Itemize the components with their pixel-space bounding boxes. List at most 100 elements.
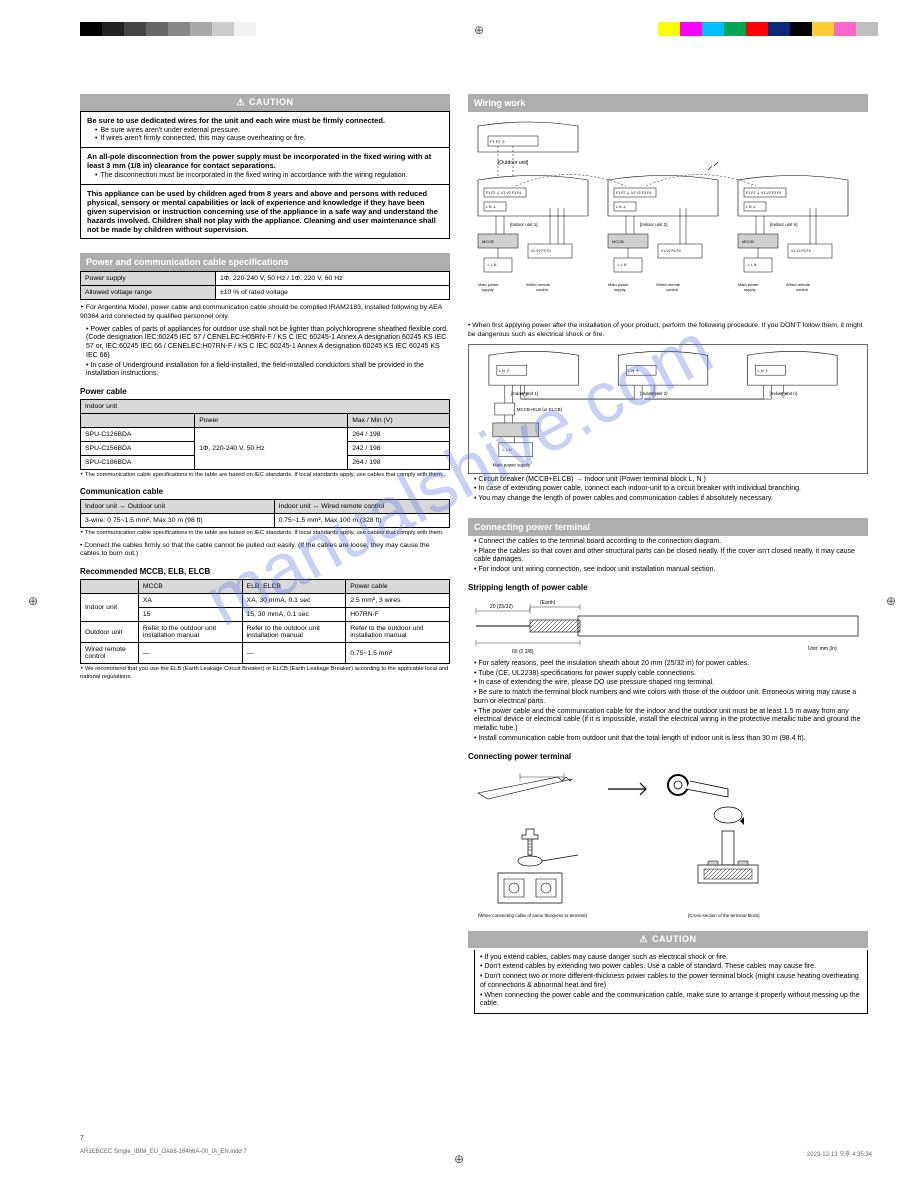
svg-text:control: control <box>666 287 678 292</box>
svg-text:[Cross-section of the terminal: [Cross-section of the terminal block] <box>688 913 760 918</box>
subhead: Connecting power terminal <box>468 752 868 761</box>
cell: XA <box>138 594 242 608</box>
swatch <box>812 22 834 36</box>
svg-text:L N ⏚: L N ⏚ <box>758 368 769 373</box>
svg-text:60 (2 3/8): 60 (2 3/8) <box>512 649 534 655</box>
warn-title: Be sure to use dedicated wires for the u… <box>87 116 443 125</box>
cell: ELB, ELCB <box>242 580 346 594</box>
warn-row: Be sure to use dedicated wires for the u… <box>81 112 449 148</box>
svg-text:V1 V2 F3 F4: V1 V2 F3 F4 <box>791 249 811 253</box>
svg-text:⚠ L N: ⚠ L N <box>502 447 512 451</box>
svg-text:MCCB: MCCB <box>742 239 754 244</box>
svg-text:[Indoor unit 2]: [Indoor unit 2] <box>640 391 667 396</box>
swatch <box>212 22 234 36</box>
warning-box: Be sure to use dedicated wires for the u… <box>80 111 450 239</box>
cell <box>81 414 195 428</box>
swatch <box>790 22 812 36</box>
reg-crosshair-icon: ⊕ <box>474 23 484 37</box>
crimp-diagram: [When connecting cable of same thickness… <box>468 769 868 919</box>
cell: 15, 30 mmA, 0.1 sec <box>242 608 346 622</box>
spec-bullet: • Power cables of parts of appliances fo… <box>86 326 450 361</box>
note: ‣ For Argentina Model, power cable and c… <box>80 304 450 322</box>
footer-timestamp: 2023-12-13 오후 4:35:34 <box>807 1149 872 1158</box>
caution-text: CAUTION <box>249 97 294 107</box>
cell: — <box>242 643 346 664</box>
registration-top: ⊕ <box>80 22 878 40</box>
caution-text: CAUTION <box>652 934 697 944</box>
warning-icon: ⚠ <box>236 97 245 108</box>
spec-bullet: • In case of Underground installation fo… <box>86 362 450 380</box>
swatch <box>102 22 124 36</box>
cell: Allowed voltage range <box>81 286 216 300</box>
swatch <box>724 22 746 36</box>
cell: Indoor unit <box>81 400 450 414</box>
cell: 3-wire: 0.75~1.5 mm², Max 30 m (98 ft) <box>81 514 275 528</box>
power-cable-table: Indoor unit Power Max / Min (V) SPU-C126… <box>80 399 450 470</box>
svg-text:[When connecting cable of same: [When connecting cable of same thickness… <box>478 913 587 918</box>
svg-text:[Indoor unit 1]: [Indoor unit 1] <box>510 222 538 227</box>
swatch <box>746 22 768 36</box>
section-heading: Power and communication cable specificat… <box>80 253 450 271</box>
caution-banner: ⚠ CAUTION <box>80 94 450 111</box>
svg-text:V1 V2 F3 F4: V1 V2 F3 F4 <box>531 249 551 253</box>
svg-text:(Earth): (Earth) <box>540 600 556 606</box>
svg-text:L N ⏚: L N ⏚ <box>746 204 756 209</box>
cell: 242 / 198 <box>348 442 450 456</box>
swatch <box>768 22 790 36</box>
reg-crosshair-icon: ⊕ <box>886 594 896 608</box>
wiring-diagram-main: F1 F2 ⏚ F1 F2 ⏚ V1 V2 F3 F4 L N ⏚ F1 F2 … <box>468 118 868 318</box>
caution-line: • When connecting the power cable and th… <box>480 992 862 1010</box>
strip-note: • For safety reasons, peel the insulatio… <box>474 660 749 669</box>
cell: MCCB <box>138 580 242 594</box>
mccb-table: MCCB ELB, ELCB Power cable Indoor unit X… <box>80 579 450 664</box>
cell: Refer to the outdoor unit installation m… <box>242 622 346 643</box>
subhead: Communication cable <box>80 487 450 496</box>
swatch <box>168 22 190 36</box>
connect-intro: • Place the cables so that cover and oth… <box>474 548 868 566</box>
wiring-diagram-power-branch: L N ⏚ L N ⏚ L N ⏚ [Indoor unit 1] [Indoo… <box>468 344 868 474</box>
svg-text:supply: supply <box>744 287 756 292</box>
footnote: ‣ The communication cable specifications… <box>80 472 450 479</box>
reg-crosshair-icon: ⊕ <box>454 1152 464 1166</box>
cell: Indoor unit ↔ Outdoor unit <box>81 500 275 514</box>
svg-text:F1 F2 ⏚ V1 V2 F3 F4: F1 F2 ⏚ V1 V2 F3 F4 <box>746 190 781 195</box>
svg-text:L N ⏚: L N ⏚ <box>499 368 510 373</box>
footer-file: AR1EBCEC Single_IBIM_EU_OA68-16466A-00_I… <box>80 1149 247 1158</box>
svg-text:Main power supply: Main power supply <box>493 462 531 467</box>
warn-title: This appliance can be used by children a… <box>87 189 443 234</box>
cell: 0.75~1.5 mm² <box>346 643 450 664</box>
warn-title: An all-pole disconnection from the power… <box>87 152 443 170</box>
cell: Indoor unit <box>81 594 139 622</box>
swatch <box>190 22 212 36</box>
svg-text:L N ⏚: L N ⏚ <box>628 368 639 373</box>
cell: Wired remote control <box>81 643 139 664</box>
cell: 1Φ, 220-240 V, 50 Hz <box>195 428 348 470</box>
svg-text:⚠ L N: ⚠ L N <box>617 263 627 267</box>
svg-text:20 (25/32): 20 (25/32) <box>490 604 513 610</box>
cell: Indoor unit ↔ Wired remote control <box>274 500 449 514</box>
cell: ±10 % of rated voltage <box>215 286 449 300</box>
svg-text:[Indoor unit 1]: [Indoor unit 1] <box>511 391 538 396</box>
svg-text:F1 F2 ⏚ V1 V2 F3 F4: F1 F2 ⏚ V1 V2 F3 F4 <box>616 190 651 195</box>
svg-text:V1 V2 F3 F4: V1 V2 F3 F4 <box>661 249 681 253</box>
swatch <box>680 22 702 36</box>
warn-bullet: Be sure wires aren't under external pres… <box>100 127 239 134</box>
cell: — <box>138 643 242 664</box>
svg-text:[Indoor unit n]: [Indoor unit n] <box>770 222 798 227</box>
swatch <box>80 22 102 36</box>
cell: Outdoor unit <box>81 622 139 643</box>
svg-text:Unit: mm (in): Unit: mm (in) <box>808 646 837 652</box>
svg-text:L N ⏚: L N ⏚ <box>616 204 626 209</box>
swatch <box>834 22 856 36</box>
cell: 2.5 mm², 3 wires <box>346 594 450 608</box>
warn-row: This appliance can be used by children a… <box>81 185 449 238</box>
connect-intro: • For indoor unit wiring connection, see… <box>474 566 715 575</box>
strip-note: • Tube (CE, UL2238) specifications for p… <box>474 670 696 679</box>
strip-note: • In case of extending the wire, please … <box>474 679 714 688</box>
cell: Power supply <box>81 272 216 286</box>
cable-strip-diagram: 20 (25/32) (Earth) 60 (2 3/8) Unit: mm (… <box>468 598 868 658</box>
reg-crosshair-icon: ⊕ <box>28 594 38 608</box>
cell <box>81 580 139 594</box>
svg-text:MCCB: MCCB <box>612 239 624 244</box>
svg-text:MCCB+ELB (or ELCB): MCCB+ELB (or ELCB) <box>517 407 563 412</box>
